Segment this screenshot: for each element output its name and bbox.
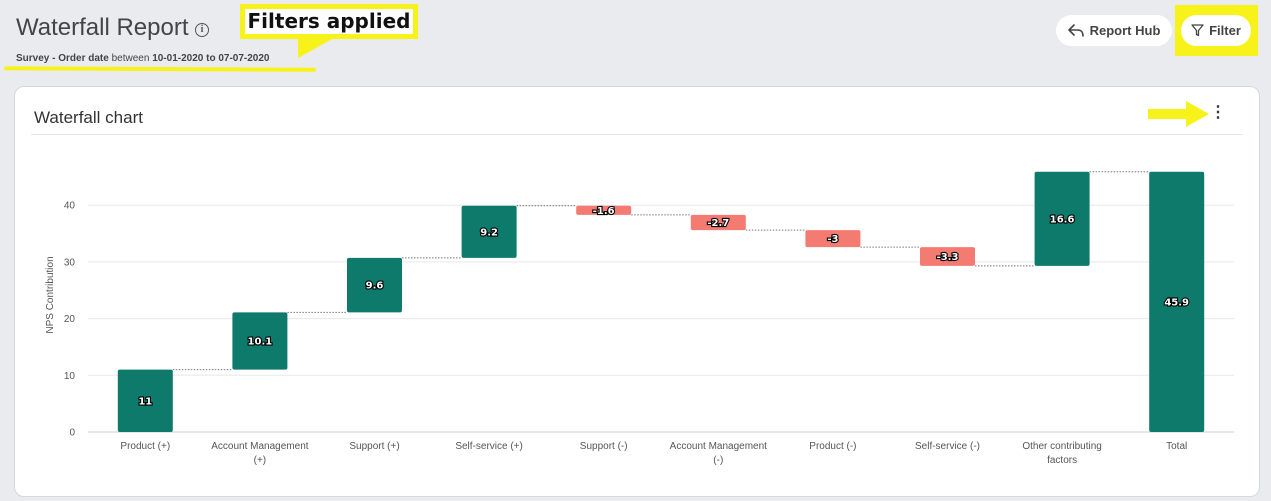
x-tick-label: Other contributing [1022, 441, 1102, 452]
data-label: 16.6 [1050, 214, 1075, 225]
waterfall-bar [347, 257, 402, 313]
y-tick-label: 30 [64, 257, 76, 268]
x-tick-label: Support (+) [349, 441, 399, 452]
waterfall-card: Waterfall chart [14, 86, 1260, 497]
funnel-icon [1191, 24, 1204, 37]
x-tick-label: factors [1047, 455, 1077, 466]
report-hub-label: Report Hub [1089, 23, 1161, 38]
x-tick-label: Product (+) [120, 441, 170, 452]
data-label: 10.1 [248, 336, 273, 347]
x-tick-label: Account Management [670, 441, 768, 452]
waterfall-bar [920, 247, 975, 266]
waterfall-bar [805, 230, 861, 248]
y-tick-label: 10 [64, 371, 76, 382]
x-tick-label: (-) [713, 455, 723, 466]
reply-arrow-icon [1067, 23, 1084, 37]
data-label: -1.6 [593, 206, 615, 217]
data-label: 9.2 [480, 227, 498, 238]
waterfall-bar [1149, 171, 1205, 432]
filter-button[interactable]: Filter [1181, 15, 1251, 46]
card-divider [31, 134, 1243, 135]
filter-summary: Survey - Order date between 10-01-2020 t… [16, 53, 270, 64]
filter-summary-field: Survey - Order date [16, 53, 109, 64]
data-label: 9.6 [366, 281, 384, 292]
waterfall-bar [117, 369, 173, 432]
data-label: -3.3 [937, 252, 959, 263]
waterfall-bar [690, 214, 746, 231]
x-tick-label: Self-service (+) [455, 441, 523, 452]
waterfall-bar [461, 205, 517, 258]
y-tick-label: 40 [64, 201, 76, 212]
report-hub-button[interactable]: Report Hub [1056, 15, 1172, 46]
x-tick-label: Total [1166, 441, 1187, 452]
data-label: 11 [138, 396, 152, 407]
filter-summary-range: 10-01-2020 to 07-07-2020 [152, 53, 270, 64]
x-tick-label: Self-service (-) [915, 441, 980, 452]
waterfall-bar [232, 312, 288, 370]
filter-label: Filter [1209, 23, 1241, 38]
page-title: Waterfall Report [16, 14, 189, 41]
arrow-pointer-icon [1148, 101, 1209, 127]
y-tick-label: 0 [69, 428, 75, 439]
waterfall-bar [1034, 171, 1090, 266]
x-tick-label: Account Management [211, 441, 309, 452]
callout-text: Filters applied [245, 9, 413, 34]
info-icon[interactable]: i [195, 23, 209, 37]
x-tick-label: Support (-) [580, 441, 628, 452]
data-label: -2.7 [707, 218, 729, 229]
y-tick-label: 20 [64, 314, 76, 325]
x-tick-label: Product (-) [809, 441, 856, 452]
filters-applied-callout: Filters applied [240, 4, 418, 39]
data-label: 45.9 [1164, 297, 1189, 308]
card-title: Waterfall chart [34, 108, 143, 127]
waterfall-bar [576, 205, 632, 215]
y-axis-label: NPS Contribution [45, 256, 56, 333]
filter-summary-operator: between [108, 53, 153, 64]
x-tick-label: (+) [254, 455, 267, 466]
data-label: -3 [827, 234, 838, 245]
